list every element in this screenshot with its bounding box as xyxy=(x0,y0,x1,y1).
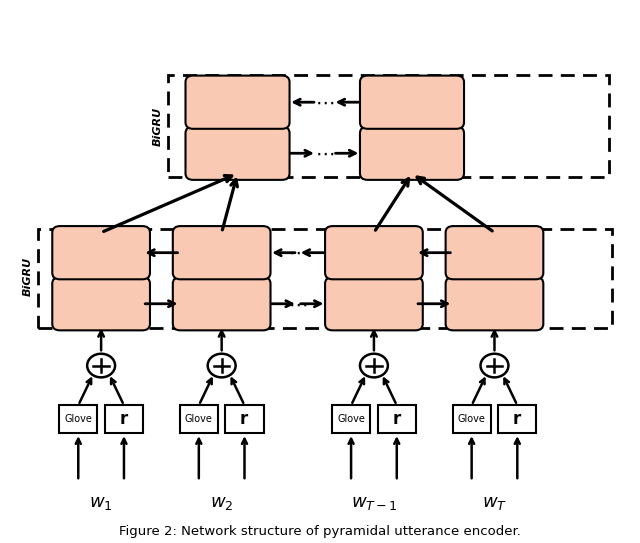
FancyBboxPatch shape xyxy=(445,226,543,279)
Bar xyxy=(180,405,218,433)
Text: $\cdots$: $\cdots$ xyxy=(288,294,307,313)
Text: Glove: Glove xyxy=(337,414,365,424)
Bar xyxy=(378,405,416,433)
Text: $\mathbf{r}$: $\mathbf{r}$ xyxy=(392,411,402,428)
Bar xyxy=(168,75,609,178)
FancyBboxPatch shape xyxy=(173,277,271,330)
Text: Glove: Glove xyxy=(185,414,212,424)
Text: $w_2$: $w_2$ xyxy=(210,494,234,512)
Bar xyxy=(225,405,264,433)
FancyBboxPatch shape xyxy=(360,127,464,180)
Text: $\mathbf{r}$: $\mathbf{r}$ xyxy=(239,411,250,428)
Text: $\cdots$: $\cdots$ xyxy=(315,144,334,163)
Text: Glove: Glove xyxy=(65,414,92,424)
Text: BiGRU: BiGRU xyxy=(153,107,163,146)
Bar xyxy=(332,405,370,433)
Text: $\mathbf{r}$: $\mathbf{r}$ xyxy=(512,411,522,428)
FancyBboxPatch shape xyxy=(52,226,150,279)
Text: $\cdots$: $\cdots$ xyxy=(288,243,307,262)
FancyBboxPatch shape xyxy=(173,226,271,279)
Text: BiGRU: BiGRU xyxy=(23,257,33,296)
FancyBboxPatch shape xyxy=(186,75,289,129)
FancyBboxPatch shape xyxy=(445,277,543,330)
FancyBboxPatch shape xyxy=(360,75,464,129)
Bar xyxy=(499,405,536,433)
Text: $w_{T-1}$: $w_{T-1}$ xyxy=(351,494,397,512)
Text: $w_T$: $w_T$ xyxy=(482,494,507,512)
Bar xyxy=(38,229,612,328)
FancyBboxPatch shape xyxy=(325,277,423,330)
FancyBboxPatch shape xyxy=(325,226,423,279)
Text: Glove: Glove xyxy=(458,414,486,424)
Bar xyxy=(105,405,143,433)
Text: $w_1$: $w_1$ xyxy=(90,494,113,512)
Text: Figure 2: Network structure of pyramidal utterance encoder.: Figure 2: Network structure of pyramidal… xyxy=(119,525,521,538)
Bar xyxy=(452,405,491,433)
FancyBboxPatch shape xyxy=(52,277,150,330)
FancyBboxPatch shape xyxy=(186,127,289,180)
Text: $\mathbf{r}$: $\mathbf{r}$ xyxy=(119,411,129,428)
Text: $\cdots$: $\cdots$ xyxy=(315,93,334,112)
Bar xyxy=(60,405,97,433)
